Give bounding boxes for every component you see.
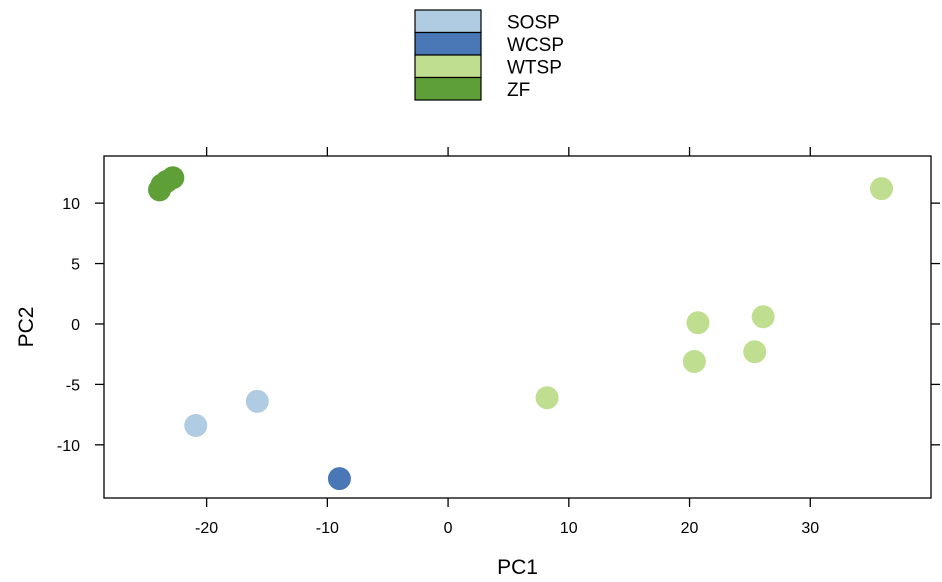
data-point-wtsp [751,305,775,329]
data-point-wtsp [535,386,559,410]
data-points [148,166,894,491]
plot-frame [103,155,932,499]
data-point-wtsp [686,311,710,335]
y-tick-label: -5 [66,377,80,394]
x-tick-label: 30 [801,520,819,537]
x-tick-label: -20 [195,520,218,537]
legend-swatch-zf [414,76,482,101]
y-tick-label: -10 [57,438,80,455]
legend-label-sosp: SOSP [507,12,560,33]
y-tick-label: 10 [62,196,80,213]
x-tick-label: -10 [316,520,339,537]
data-point-wtsp [870,177,894,201]
x-axis: -20 -10 0 10 20 30 [195,147,819,537]
data-point-zf [161,166,185,190]
y-axis: -10 -5 0 5 10 [57,196,940,455]
y-tick-label: 0 [71,317,80,334]
x-tick-label: 20 [681,520,699,537]
x-axis-title: PC1 [497,556,538,577]
data-point-sosp [245,389,269,413]
x-tick-label: 10 [560,520,578,537]
legend-label-zf: ZF [507,80,530,101]
legend-swatch-wtsp [414,54,482,79]
data-point-sosp [184,413,208,437]
y-axis-title: PC2 [15,307,38,348]
legend-label-wtsp: WTSP [507,57,562,78]
legend-swatch-wcsp [414,31,482,56]
data-point-wcsp [327,467,351,491]
data-point-wtsp [743,340,767,364]
y-tick-label: 5 [71,257,80,274]
legend-swatch-sosp [414,9,482,34]
x-tick-label: 0 [444,520,453,537]
data-point-wtsp [682,349,706,373]
legend-label-wcsp: WCSP [507,35,564,56]
